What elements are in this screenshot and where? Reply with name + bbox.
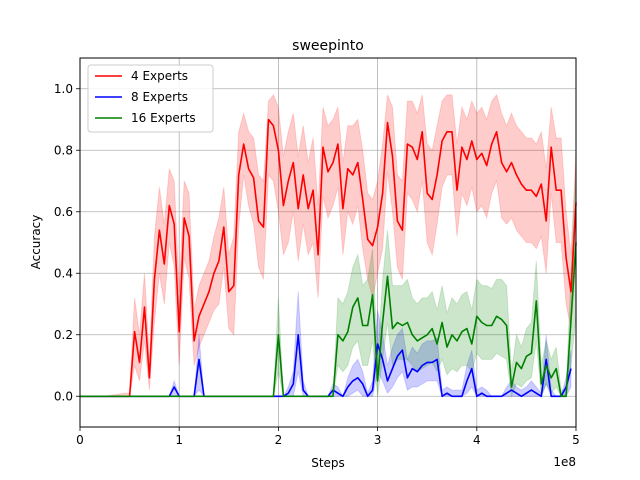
y-tick-label: 1.0 xyxy=(54,82,73,96)
chart-title: sweepinto xyxy=(292,38,364,54)
y-tick-label: 0.4 xyxy=(54,266,73,280)
x-tick-label: 1 xyxy=(175,433,183,447)
series-line-4-experts xyxy=(80,118,577,398)
x-axis-label: Steps xyxy=(311,456,345,470)
band-8-experts xyxy=(80,291,572,398)
y-tick-label: 0.8 xyxy=(54,143,73,157)
legend-label: 4 Experts xyxy=(131,69,188,83)
x-tick-label: 2 xyxy=(275,433,283,447)
plot-frame xyxy=(79,57,577,428)
y-axis-label: Accuracy xyxy=(29,215,43,270)
grid xyxy=(79,58,577,427)
x-tick-label: 3 xyxy=(374,433,382,447)
y-tick-label: 0.2 xyxy=(54,328,73,342)
y-tick-label: 0.0 xyxy=(54,389,73,403)
legend-label: 16 Experts xyxy=(131,111,196,125)
y-tick-label: 0.6 xyxy=(54,205,73,219)
x-axis-ticks: 0 1 2 3 4 5 xyxy=(76,427,580,447)
series-lines xyxy=(80,118,577,398)
legend-box xyxy=(87,64,214,133)
x-tick-label: 5 xyxy=(572,433,580,447)
x-tick-label: 0 xyxy=(76,433,84,447)
legend: 4 Experts 8 Experts 16 Experts xyxy=(87,64,214,133)
x-axis-offset-label: 1e8 xyxy=(553,455,576,469)
series-line-8-experts xyxy=(80,334,572,398)
series-line-16-experts xyxy=(80,242,577,398)
y-axis-ticks: 0.0 0.2 0.4 0.6 0.8 1.0 xyxy=(54,82,80,403)
x-tick-label: 4 xyxy=(473,433,481,447)
legend-label: 8 Experts xyxy=(131,90,188,104)
